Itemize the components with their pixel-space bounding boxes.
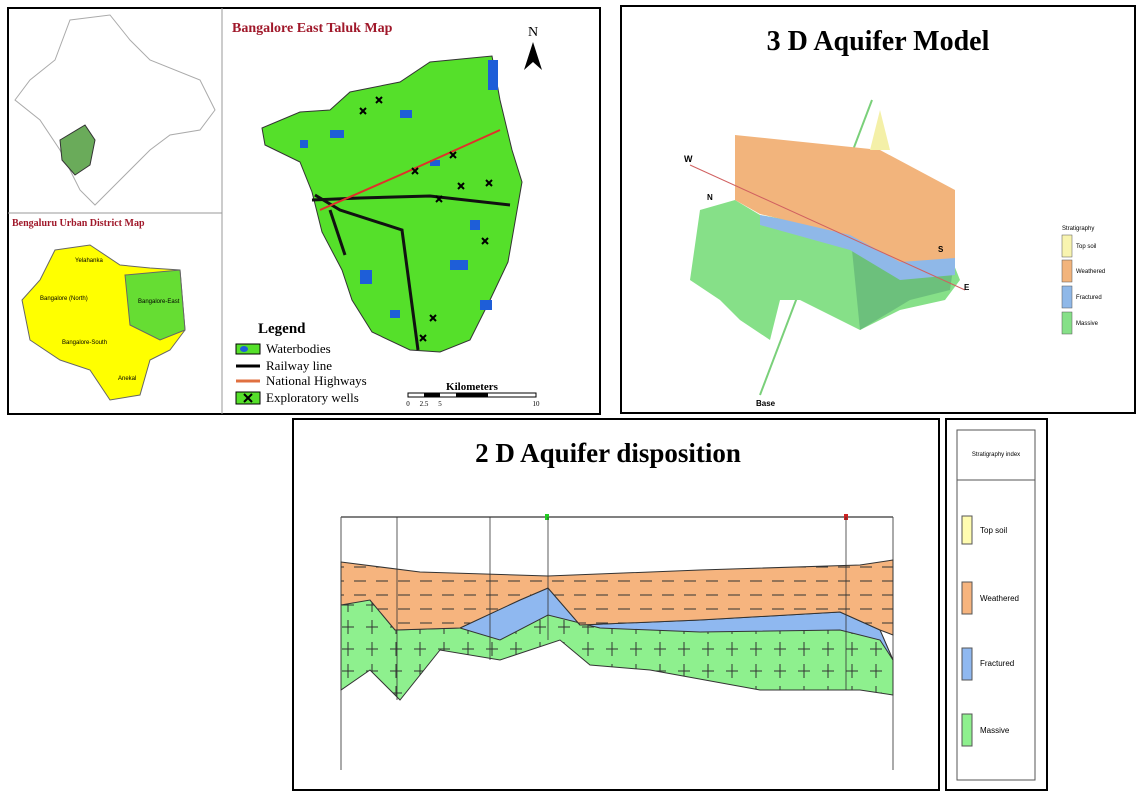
railway: [314, 193, 420, 351]
section-line: [689, 164, 966, 291]
model-panel: 3 D Aquifer Model W N S E Base Stratigra…: [620, 5, 1136, 414]
index-item: Fractured: [980, 659, 1014, 668]
region-label: Bangalore-South: [62, 340, 107, 346]
scale-label: 10: [533, 400, 541, 408]
north-arrow: [524, 42, 542, 70]
direction-label: N: [707, 193, 713, 202]
legend-item: Weathered: [1076, 269, 1105, 275]
region-label: Bangalore-East: [138, 299, 180, 305]
index-title: Stratigraphy index: [972, 452, 1020, 458]
base-label: Base: [756, 399, 776, 408]
highway: [319, 129, 501, 211]
waterbodies: [300, 60, 498, 318]
region-label: Bangalore (North): [40, 296, 88, 302]
scale-title: Kilometers: [446, 381, 499, 393]
index-item: Top soil: [980, 526, 1007, 535]
legend-item: Exploratory wells: [266, 390, 359, 405]
top-soil: [870, 110, 890, 150]
scale-label: 0: [406, 400, 410, 408]
legend-item: Fractured: [1076, 295, 1102, 301]
district-title: Bengaluru Urban District Map: [12, 218, 145, 229]
karnataka: [59, 124, 96, 176]
scale-label: 5: [438, 400, 442, 408]
legend-item: National Highways: [266, 373, 367, 388]
legend-item: Railway line: [266, 358, 332, 373]
section-panel: 2 D Aquifer disposition Stratigraphy ind…: [292, 418, 1048, 791]
legend-item: Waterbodies: [266, 341, 331, 356]
railway: [311, 194, 511, 207]
map-panel: Bengaluru Urban District Map Yelahanka B…: [7, 7, 601, 415]
legend-title: Legend: [258, 321, 306, 337]
section-title: 2 D Aquifer disposition: [475, 438, 741, 468]
legend-item: Massive: [1076, 321, 1099, 327]
region-label: Anekal: [118, 376, 136, 382]
model-title: 3 D Aquifer Model: [767, 26, 990, 57]
index-item: Massive: [980, 726, 1010, 735]
taluk-title: Bangalore East Taluk Map: [232, 21, 393, 36]
north-arrow-label: N: [528, 25, 538, 40]
east-taluk: [124, 269, 186, 341]
wells: [359, 96, 493, 342]
legend-item: Top soil: [1076, 244, 1096, 250]
weathered: [735, 135, 955, 262]
index-item: Weathered: [980, 594, 1019, 603]
direction-label: S: [938, 245, 944, 254]
legend-title: Stratigraphy: [1062, 226, 1094, 232]
scale-label: 2.5: [420, 400, 429, 408]
direction-label: W: [684, 154, 693, 164]
direction-label: E: [964, 283, 970, 292]
region-label: Yelahanka: [75, 258, 103, 264]
